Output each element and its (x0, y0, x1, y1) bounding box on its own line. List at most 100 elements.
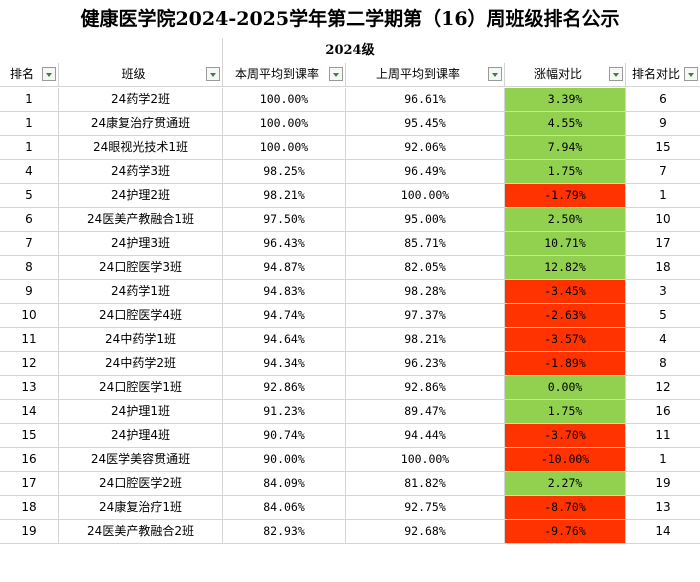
cell-rank[interactable]: 1 (0, 112, 59, 136)
cell-rank[interactable]: 10 (0, 304, 59, 328)
cell-class[interactable]: 24康复治疗1班 (59, 496, 223, 520)
cell-last-week[interactable]: 98.28% (346, 280, 505, 304)
cell-last-week[interactable]: 96.23% (346, 352, 505, 376)
cell-this-week[interactable]: 94.34% (223, 352, 346, 376)
cell-rank[interactable]: 1 (0, 136, 59, 160)
cell-rank-compare[interactable]: 9 (626, 112, 700, 136)
cell-last-week[interactable]: 82.05% (346, 256, 505, 280)
cell-class[interactable]: 24康复治疗贯通班 (59, 112, 223, 136)
cell-class[interactable]: 24医美产教融合1班 (59, 208, 223, 232)
cell-rank[interactable]: 14 (0, 400, 59, 424)
cell-change[interactable]: 4.55% (505, 112, 626, 136)
cell-rank-compare[interactable]: 6 (626, 88, 700, 112)
cell-change[interactable]: 12.82% (505, 256, 626, 280)
cell-last-week[interactable]: 92.86% (346, 376, 505, 400)
cell-this-week[interactable]: 97.50% (223, 208, 346, 232)
cell-last-week[interactable]: 81.82% (346, 472, 505, 496)
cell-rank-compare[interactable]: 19 (626, 472, 700, 496)
cell-rank[interactable]: 12 (0, 352, 59, 376)
cell-this-week[interactable]: 82.93% (223, 520, 346, 544)
cell-class[interactable]: 24护理4班 (59, 424, 223, 448)
cell-change[interactable]: -10.00% (505, 448, 626, 472)
cell-rank-compare[interactable]: 8 (626, 352, 700, 376)
cell-last-week[interactable]: 94.44% (346, 424, 505, 448)
cell-change[interactable]: -8.70% (505, 496, 626, 520)
cell-change[interactable]: 2.50% (505, 208, 626, 232)
cell-change[interactable]: 3.39% (505, 88, 626, 112)
cell-class[interactable]: 24护理1班 (59, 400, 223, 424)
cell-this-week[interactable]: 94.74% (223, 304, 346, 328)
cell-rank[interactable]: 1 (0, 88, 59, 112)
cell-rank-compare[interactable]: 11 (626, 424, 700, 448)
cell-rank[interactable]: 4 (0, 160, 59, 184)
cell-last-week[interactable]: 96.61% (346, 88, 505, 112)
cell-rank-compare[interactable]: 18 (626, 256, 700, 280)
cell-last-week[interactable]: 100.00% (346, 184, 505, 208)
cell-class[interactable]: 24药学3班 (59, 160, 223, 184)
cell-rank[interactable]: 11 (0, 328, 59, 352)
cell-this-week[interactable]: 84.09% (223, 472, 346, 496)
cell-class[interactable]: 24药学1班 (59, 280, 223, 304)
cell-this-week[interactable]: 100.00% (223, 112, 346, 136)
cell-this-week[interactable]: 96.43% (223, 232, 346, 256)
cell-rank-compare[interactable]: 4 (626, 328, 700, 352)
cell-change[interactable]: -2.63% (505, 304, 626, 328)
cell-change[interactable]: -9.76% (505, 520, 626, 544)
cell-this-week[interactable]: 94.64% (223, 328, 346, 352)
cell-this-week[interactable]: 91.23% (223, 400, 346, 424)
cell-rank[interactable]: 19 (0, 520, 59, 544)
cell-class[interactable]: 24护理3班 (59, 232, 223, 256)
cell-last-week[interactable]: 92.68% (346, 520, 505, 544)
cell-last-week[interactable]: 100.00% (346, 448, 505, 472)
cell-this-week[interactable]: 90.74% (223, 424, 346, 448)
cell-change[interactable]: -1.89% (505, 352, 626, 376)
cell-rank-compare[interactable]: 17 (626, 232, 700, 256)
cell-rank[interactable]: 18 (0, 496, 59, 520)
cell-rank-compare[interactable]: 5 (626, 304, 700, 328)
cell-change[interactable]: -3.45% (505, 280, 626, 304)
cell-this-week[interactable]: 84.06% (223, 496, 346, 520)
cell-class[interactable]: 24口腔医学4班 (59, 304, 223, 328)
cell-last-week[interactable]: 89.47% (346, 400, 505, 424)
cell-last-week[interactable]: 96.49% (346, 160, 505, 184)
filter-dropdown-icon[interactable] (329, 67, 343, 81)
cell-last-week[interactable]: 97.37% (346, 304, 505, 328)
cell-change[interactable]: 2.27% (505, 472, 626, 496)
cell-rank[interactable]: 13 (0, 376, 59, 400)
cell-rank-compare[interactable]: 3 (626, 280, 700, 304)
cell-this-week[interactable]: 94.87% (223, 256, 346, 280)
cell-class[interactable]: 24医美产教融合2班 (59, 520, 223, 544)
cell-rank[interactable]: 16 (0, 448, 59, 472)
cell-this-week[interactable]: 98.25% (223, 160, 346, 184)
cell-rank-compare[interactable]: 12 (626, 376, 700, 400)
cell-last-week[interactable]: 95.00% (346, 208, 505, 232)
cell-rank-compare[interactable]: 1 (626, 448, 700, 472)
cell-change[interactable]: -3.57% (505, 328, 626, 352)
cell-change[interactable]: 1.75% (505, 400, 626, 424)
cell-rank-compare[interactable]: 7 (626, 160, 700, 184)
cell-this-week[interactable]: 94.83% (223, 280, 346, 304)
cell-change[interactable]: -3.70% (505, 424, 626, 448)
cell-rank-compare[interactable]: 10 (626, 208, 700, 232)
cell-change[interactable]: 7.94% (505, 136, 626, 160)
cell-class[interactable]: 24护理2班 (59, 184, 223, 208)
cell-this-week[interactable]: 92.86% (223, 376, 346, 400)
cell-rank-compare[interactable]: 16 (626, 400, 700, 424)
cell-last-week[interactable]: 92.75% (346, 496, 505, 520)
cell-rank-compare[interactable]: 15 (626, 136, 700, 160)
cell-class[interactable]: 24药学2班 (59, 88, 223, 112)
cell-this-week[interactable]: 100.00% (223, 136, 346, 160)
cell-change[interactable]: -1.79% (505, 184, 626, 208)
cell-rank[interactable]: 8 (0, 256, 59, 280)
cell-last-week[interactable]: 92.06% (346, 136, 505, 160)
cell-rank[interactable]: 7 (0, 232, 59, 256)
cell-last-week[interactable]: 98.21% (346, 328, 505, 352)
cell-class[interactable]: 24眼视光技术1班 (59, 136, 223, 160)
cell-this-week[interactable]: 98.21% (223, 184, 346, 208)
cell-this-week[interactable]: 90.00% (223, 448, 346, 472)
filter-dropdown-icon[interactable] (488, 67, 502, 81)
filter-dropdown-icon[interactable] (684, 67, 698, 81)
cell-class[interactable]: 24中药学1班 (59, 328, 223, 352)
cell-class[interactable]: 24中药学2班 (59, 352, 223, 376)
cell-last-week[interactable]: 85.71% (346, 232, 505, 256)
